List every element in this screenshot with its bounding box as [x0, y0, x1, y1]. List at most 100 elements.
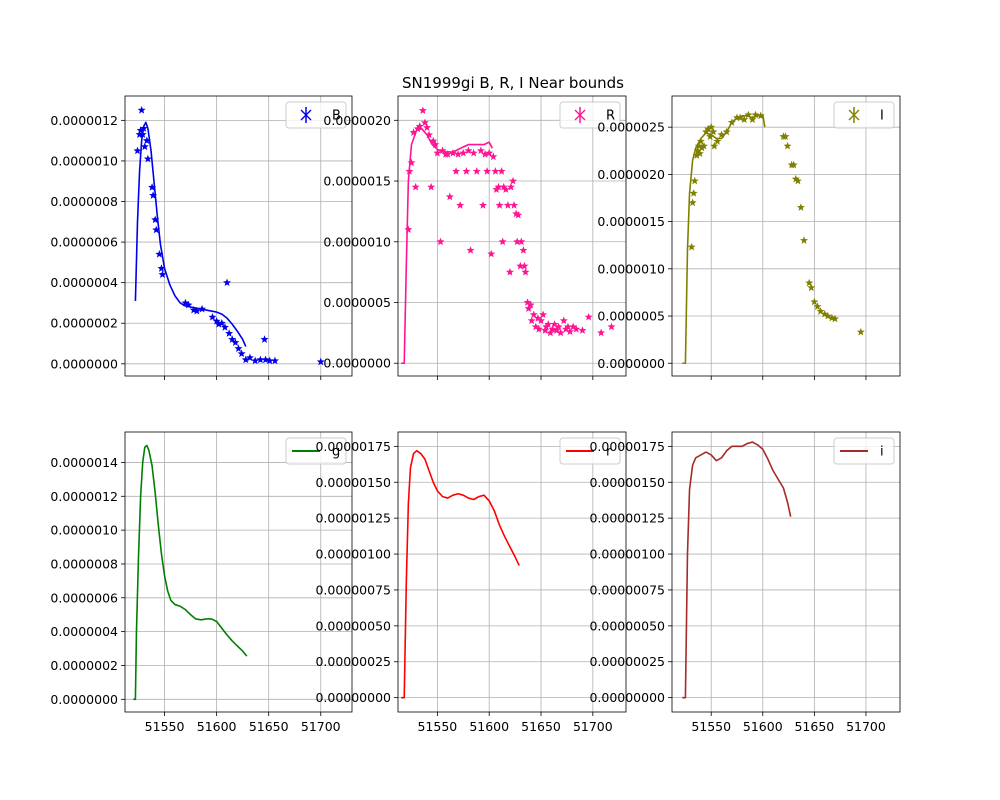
data-point — [537, 316, 546, 325]
data-point — [133, 146, 142, 155]
subplot-B: 0.0000000 0.0000002 0.0000004 0.0000006 0.00… — [50, 95, 353, 380]
y-tick-label: 0.00000150 — [315, 475, 391, 490]
y-tick-label: 0.00000075 — [315, 582, 391, 597]
data-point — [407, 158, 416, 167]
data-point — [696, 137, 705, 145]
legend: I — [833, 101, 895, 129]
data-point — [791, 174, 800, 183]
data-point — [148, 183, 157, 191]
y-tick-label: 0.00000125 — [589, 511, 665, 526]
data-point — [783, 141, 792, 150]
data-point — [800, 236, 809, 244]
data-point — [578, 326, 587, 334]
data-point — [820, 309, 829, 318]
data-point — [744, 110, 753, 119]
data-point — [501, 185, 510, 193]
data-point — [805, 278, 814, 287]
y-tick-label: 0.0000005 — [323, 295, 391, 310]
y-tick-label: 0.0000002 — [50, 658, 118, 673]
subplot-I: 0.0000000 0.0000005 0.0000010 0.0000015 0.00… — [597, 95, 901, 380]
data-point — [519, 246, 528, 254]
data-point — [699, 141, 708, 150]
data-point — [704, 124, 713, 133]
data-point — [245, 353, 254, 362]
data-point — [478, 201, 487, 209]
data-point — [152, 225, 161, 234]
data-point — [404, 225, 413, 234]
data-point — [425, 130, 434, 139]
legend-label: r — [606, 445, 612, 460]
x-tick-label: 51550 — [691, 719, 731, 734]
data-point — [237, 349, 246, 358]
subplot-i: 51550 51600 51650 51700 0.00000000 0.00000025… — [589, 431, 901, 734]
data-point — [546, 328, 555, 337]
data-point — [692, 151, 701, 159]
data-point — [506, 182, 515, 191]
data-point — [539, 310, 548, 319]
data-point — [415, 122, 424, 130]
data-point — [512, 209, 521, 218]
data-point — [231, 338, 240, 346]
data-point — [256, 355, 265, 364]
data-point — [707, 122, 716, 131]
data-point — [261, 355, 270, 364]
plot-area — [672, 432, 900, 712]
data-point — [789, 160, 798, 169]
data-point — [459, 148, 468, 157]
data-point — [541, 326, 550, 334]
data-point — [810, 297, 819, 306]
data-point — [151, 215, 160, 224]
data-point — [260, 335, 269, 343]
y-tick-label: 0.0000005 — [597, 309, 665, 324]
data-point — [517, 237, 526, 246]
data-point — [526, 300, 535, 309]
data-point — [485, 148, 494, 157]
fit-curve — [401, 449, 520, 699]
plot-content — [401, 106, 616, 365]
data-point — [142, 136, 151, 145]
data-point — [807, 283, 816, 292]
fit-curve — [133, 444, 248, 701]
y-tick-label: 0.0000010 — [50, 523, 118, 538]
y-tick-label: 0.00000175 — [589, 439, 665, 454]
legend-marker-handle — [300, 109, 312, 121]
x-tick-label: 51600 — [743, 719, 783, 734]
data-point — [423, 123, 432, 131]
plot-frame — [397, 95, 627, 377]
y-tick-label: 0.00000100 — [589, 547, 665, 562]
x-tick-label: 51600 — [469, 719, 509, 734]
data-point — [816, 307, 825, 315]
y-tick-label: 0.00000150 — [589, 475, 665, 490]
data-point — [856, 327, 865, 336]
data-point — [694, 141, 703, 150]
plot-frame — [397, 431, 627, 713]
legend-box — [285, 101, 347, 129]
y-tick-label: 0.0000000 — [323, 356, 391, 371]
plot-frame — [124, 431, 353, 713]
data-point — [241, 355, 250, 364]
data-point — [456, 201, 465, 209]
data-point — [513, 237, 522, 246]
data-point — [220, 323, 229, 331]
data-point — [733, 113, 741, 122]
data-point — [137, 106, 146, 114]
data-point — [489, 152, 498, 161]
legend: g — [285, 437, 347, 465]
data-point — [827, 313, 836, 322]
y-tick-label: 0.0000020 — [323, 113, 391, 128]
data-point — [184, 300, 193, 309]
data-point — [139, 124, 148, 132]
y-tick-label: 0.00000025 — [315, 654, 391, 669]
data-point — [469, 148, 478, 157]
data-point — [796, 203, 805, 211]
x-tick-label: 51600 — [197, 719, 237, 734]
data-point — [498, 237, 507, 246]
data-point — [491, 167, 500, 175]
y-tick-label: 0.0000010 — [50, 153, 118, 168]
legend: i — [833, 437, 895, 465]
data-point — [722, 127, 731, 136]
data-point — [523, 298, 532, 306]
y-tick-label: 0.00000025 — [589, 654, 665, 669]
data-point — [689, 189, 698, 197]
data-point — [534, 325, 543, 333]
